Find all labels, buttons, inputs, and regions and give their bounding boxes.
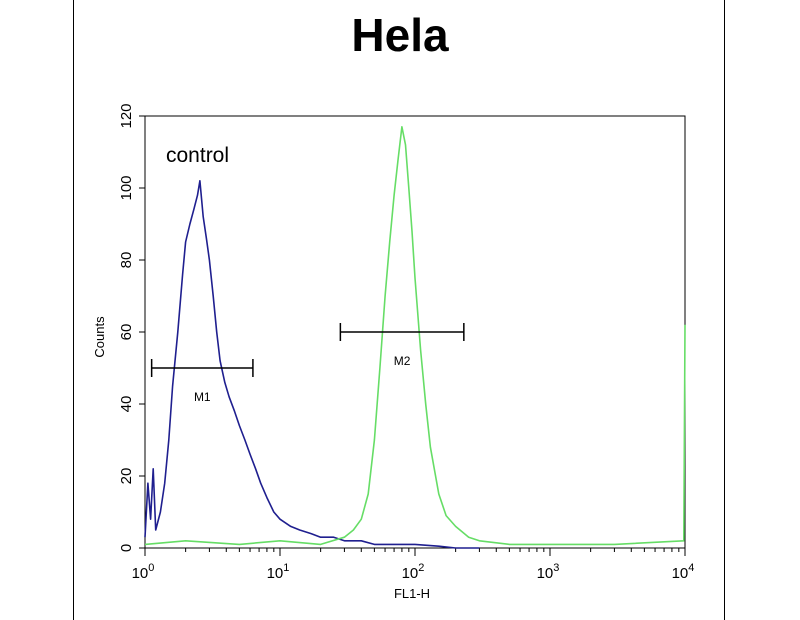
x-tick-label: 101: [267, 562, 290, 582]
x-tick-label: 102: [402, 562, 425, 582]
x-tick-label: 100: [132, 562, 155, 582]
control-histogram: [144, 180, 480, 549]
y-tick-label: 120: [118, 103, 135, 128]
figure-frame: [73, 0, 725, 620]
x-tick-exponent: 0: [148, 562, 154, 574]
control-annotation: control: [166, 144, 229, 167]
series-group: [144, 126, 686, 549]
y-tick-label: 20: [118, 468, 135, 485]
y-tick-label: 100: [118, 175, 135, 200]
x-tick-base: 10: [537, 565, 554, 582]
x-tick-exponent: 1: [283, 562, 289, 574]
marker-label: M2: [394, 354, 411, 368]
x-tick-base: 10: [672, 565, 689, 582]
x-tick-exponent: 3: [553, 562, 559, 574]
y-tick-label: 60: [118, 324, 135, 341]
x-axis: 100 101 102 103 104: [132, 548, 695, 582]
y-tick-label: 80: [118, 252, 135, 269]
y-tick-label: 0: [118, 544, 135, 552]
x-tick-base: 10: [267, 565, 284, 582]
sample-histogram: [144, 126, 686, 546]
chart-title: Hela: [351, 9, 449, 61]
y-axis: 0 20 40 60 80 100 120: [118, 103, 145, 552]
x-tick-label: 104: [672, 562, 695, 582]
y-tick-label: 40: [118, 396, 135, 413]
x-tick-label: 103: [537, 562, 560, 582]
gate-markers: M1 M2: [150, 323, 465, 404]
x-axis-label: FL1-H: [394, 586, 430, 600]
x-tick-base: 10: [402, 565, 419, 582]
y-axis-label: Counts: [92, 316, 107, 358]
marker-label: M1: [194, 390, 211, 404]
x-tick-exponent: 2: [418, 562, 424, 574]
x-tick-base: 10: [132, 565, 149, 582]
x-tick-exponent: 4: [688, 562, 694, 574]
